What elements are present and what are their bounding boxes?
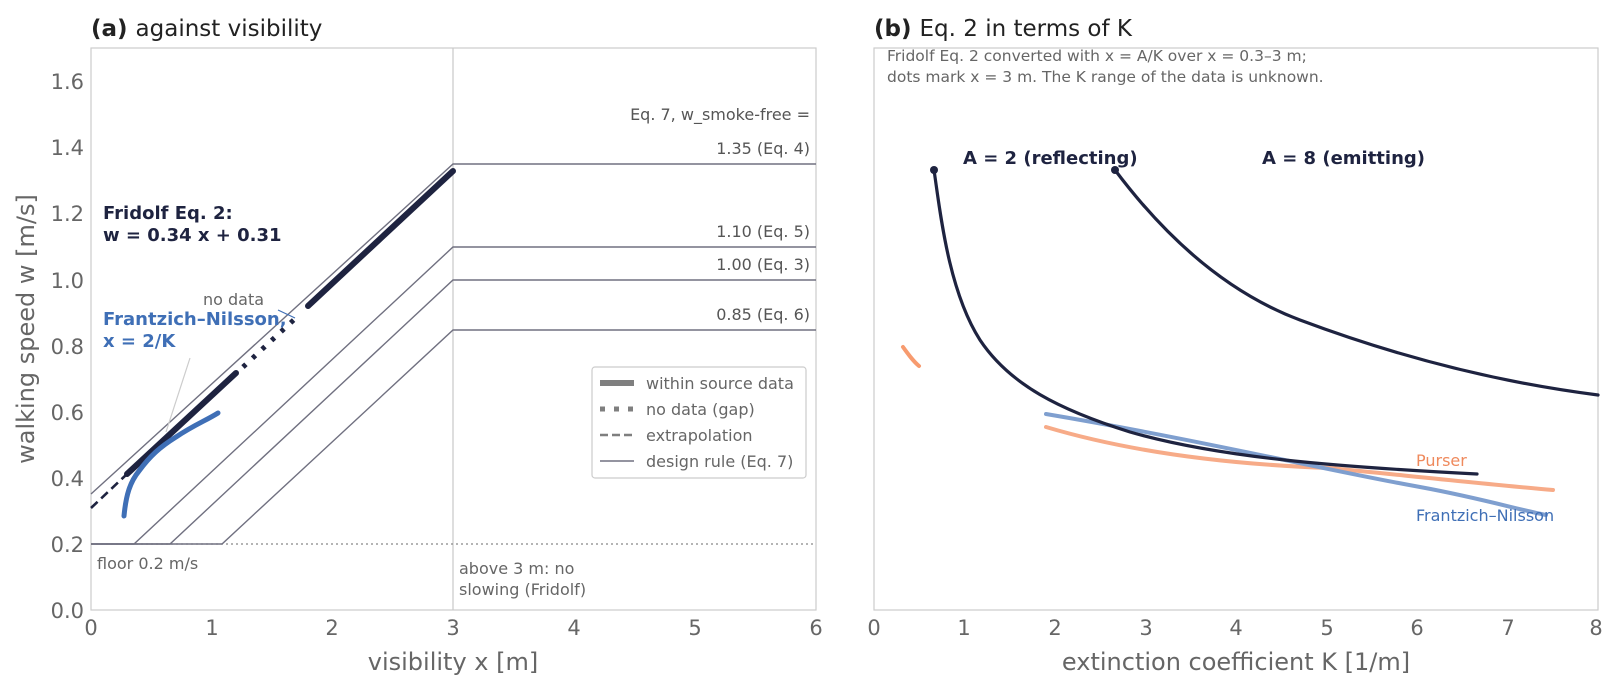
xtick-label: 1 [205, 616, 218, 640]
rule-line-085 [91, 329, 816, 545]
legend-label-gap: no data (gap) [646, 400, 755, 419]
fn-leader-line [165, 357, 191, 433]
panel-a-title: (a) against visibility [91, 16, 322, 42]
ytick-label: 0.8 [51, 335, 84, 359]
level-label-135: 1.35 (Eq. 4) [716, 139, 810, 158]
legend-label-design-rule: design rule (Eq. 7) [646, 452, 793, 471]
eq7-header: Eq. 7, w_smoke-free = [630, 105, 810, 125]
no-data-label: no data [203, 290, 264, 309]
design-rule-lines [90, 163, 816, 545]
frantzich-nilsson-line [1044, 412, 1548, 517]
xtick-label: 2 [1048, 616, 1061, 640]
xtick-label: 7 [1501, 616, 1514, 640]
panel-b-title-text: Eq. 2 in terms of K [920, 16, 1133, 42]
ytick-label: 1.4 [51, 136, 84, 160]
fridolf-data-segment-2 [305, 168, 456, 309]
fridolf-label-line1: Fridolf Eq. 2: [103, 203, 233, 224]
xtick-label: 3 [1139, 616, 1152, 640]
legend-label-extrapolation: extrapolation [646, 426, 753, 445]
panel-b-frame [873, 47, 1599, 611]
panel-b-xticks: 0 1 2 3 4 5 6 7 8 [867, 616, 1602, 640]
panel-b-xlabel: extinction coefficient K [1/m] [1062, 648, 1410, 676]
ytick-label: 1.2 [51, 202, 84, 226]
fridolf-label-line2: w = 0.34 x + 0.31 [103, 225, 282, 246]
xtick-label: 0 [867, 616, 880, 640]
level-label-100: 1.00 (Eq. 3) [716, 255, 810, 274]
panel-a-yticks: 0.0 0.2 0.4 0.6 0.8 1.0 1.2 1.4 1.6 [51, 70, 84, 623]
above-3m-label-line2: slowing (Fridolf) [459, 580, 586, 599]
ytick-label: 1.0 [51, 269, 84, 293]
panel-a-title-text: against visibility [136, 16, 323, 42]
fn-label-line1: Frantzich–Nilsson, [103, 309, 287, 330]
xtick-label: 0 [84, 616, 97, 640]
label-a2: A = 2 (reflecting) [963, 148, 1138, 169]
a2-curve [932, 168, 1479, 476]
panel-b-title-tag: (b) [874, 16, 912, 42]
above-3m-label-line1: above 3 m: no [459, 559, 574, 578]
legend-label-within-data: within source data [646, 374, 794, 393]
label-purser: Purser [1416, 451, 1467, 470]
legend-box [591, 366, 807, 479]
a2-dot [930, 166, 938, 174]
fn-label-line2: x = 2/K [103, 331, 176, 352]
a8-curve [1113, 168, 1600, 397]
xtick-label: 3 [446, 616, 459, 640]
xtick-label: 8 [1589, 616, 1602, 640]
xtick-label: 6 [1410, 616, 1423, 640]
ytick-label: 0.6 [51, 401, 84, 425]
ytick-label: 1.6 [51, 70, 84, 94]
panel-b-title: (b) Eq. 2 in terms of K [874, 16, 1133, 42]
purser-curve-short [901, 345, 921, 368]
frantzich-nilsson-curve [121, 410, 221, 519]
level-label-085: 0.85 (Eq. 6) [716, 305, 810, 324]
panel-a-title-tag: (a) [91, 16, 128, 42]
ytick-label: 0.4 [51, 467, 84, 491]
fridolf-data-segment-1 [124, 370, 239, 477]
xtick-label: 5 [1320, 616, 1333, 640]
panel-a-xticks: 0 1 2 3 4 5 6 [84, 616, 822, 640]
level-label-110: 1.10 (Eq. 5) [716, 222, 810, 241]
panel-b: (b) Eq. 2 in terms of K Fridolf Eq. 2 con… [867, 16, 1602, 676]
xtick-label: 4 [1229, 616, 1242, 640]
fridolf-line [90, 168, 456, 509]
purser-curve [1044, 425, 1555, 492]
a8-dot [1111, 166, 1119, 174]
fridolf-extrapolation-segment [90, 473, 128, 509]
panel-a-ylabel: walking speed w [m/s] [12, 194, 40, 464]
xtick-label: 4 [567, 616, 580, 640]
xtick-label: 1 [957, 616, 970, 640]
panel-b-note-line1: Fridolf Eq. 2 converted with x = A/K ove… [887, 47, 1307, 65]
xtick-label: 6 [809, 616, 822, 640]
xtick-label: 2 [325, 616, 338, 640]
ytick-label: 0.2 [51, 533, 84, 557]
label-frantzich-nilsson: Frantzich–Nilsson [1416, 506, 1554, 525]
label-a8: A = 8 (emitting) [1262, 148, 1425, 169]
panel-b-note-line2: dots mark x = 3 m. The K range of the da… [887, 68, 1324, 86]
panel-a: (a) against visibility Fridolf Eq. 2: w =… [12, 16, 823, 676]
xtick-label: 5 [688, 616, 701, 640]
panel-a-xlabel: visibility x [m] [368, 648, 538, 676]
panel-a-legend: within source data no data (gap) extrapo… [591, 366, 807, 479]
no-data-leader-line [277, 309, 296, 319]
ytick-label: 0.0 [51, 599, 84, 623]
rule-line-135 [90, 163, 816, 495]
floor-label: floor 0.2 m/s [97, 554, 198, 573]
